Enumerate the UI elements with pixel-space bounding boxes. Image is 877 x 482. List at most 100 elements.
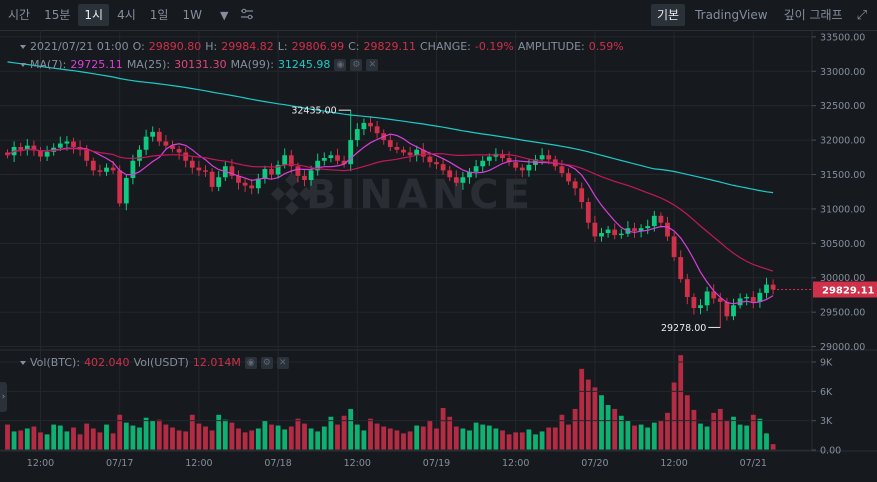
volume-bar — [163, 424, 169, 450]
indicator-settings-icon[interactable]: ⚙ — [350, 58, 363, 71]
close-volume-icon[interactable]: ✕ — [276, 356, 289, 369]
candle-body — [341, 160, 347, 165]
volume-bar — [361, 430, 367, 450]
logo-diamond — [298, 186, 314, 202]
candle-body — [315, 160, 321, 171]
logo-diamond — [284, 172, 300, 188]
volume-bar — [77, 434, 83, 450]
volume-bar — [645, 427, 651, 450]
candle-body — [216, 177, 222, 187]
volume-bar — [453, 426, 459, 450]
volume-bar — [249, 430, 255, 450]
settings-sliders-icon[interactable] — [234, 5, 260, 26]
candle-body — [434, 162, 439, 165]
candle-body — [275, 164, 281, 175]
dropdown-arrow-icon[interactable]: ▼ — [219, 8, 229, 22]
high-value: 29984.82 — [221, 40, 274, 53]
volume-bar — [11, 431, 17, 450]
volume-bar — [381, 426, 387, 450]
price-chart[interactable]: BINANCE 33500.00 33000.00 32500.00 32000.00 3… — [0, 30, 877, 482]
volume-bar — [698, 423, 703, 450]
side-panel-toggle[interactable]: › — [0, 382, 7, 412]
candle-body — [592, 222, 598, 237]
volume-bar — [434, 428, 439, 450]
volume-bar — [295, 418, 301, 450]
volume-bar — [724, 420, 730, 450]
candle-body — [137, 149, 142, 161]
candle-body — [236, 175, 241, 183]
ma99-label: MA(99): — [230, 58, 274, 71]
volume-bar — [97, 432, 103, 450]
price-tick-label: 33500.00 — [820, 32, 865, 43]
candle-body — [645, 226, 651, 229]
collapse-arrow-icon[interactable] — [20, 62, 26, 67]
volume-bar — [308, 428, 314, 450]
volume-bar — [691, 409, 697, 450]
volume-bar — [24, 428, 30, 450]
amplitude-value: 0.59% — [588, 40, 624, 53]
price-tick-label: 31500.00 — [820, 170, 865, 181]
candle-body — [295, 166, 301, 176]
low-label: L: — [277, 40, 288, 53]
volume-bar — [196, 423, 202, 450]
time-tick-label: 07/17 — [106, 458, 133, 469]
candle-body — [764, 284, 769, 293]
time-tick-label: 12:00 — [27, 458, 54, 469]
candle-body — [453, 177, 459, 183]
volume-bar — [229, 422, 235, 450]
hide-indicator-icon[interactable]: ◉ — [334, 58, 347, 71]
volume-bar — [764, 433, 769, 450]
volume-bar — [612, 408, 618, 450]
ohlc-legend: 2021/07/21 01:00 O: 29890.80 H: 29984.82 L… — [20, 40, 628, 53]
high-annotation: 32435.00 — [291, 106, 336, 117]
collapse-arrow-icon[interactable] — [20, 360, 26, 365]
view-tab[interactable]: 깊이 그래프 — [783, 8, 843, 22]
volume-bar — [117, 414, 123, 450]
interval-tab[interactable]: 1W — [182, 8, 202, 22]
candle-body — [249, 185, 255, 189]
volume-bar — [638, 424, 644, 450]
candle-body — [5, 152, 10, 156]
volume-bar — [150, 420, 156, 450]
volume-bar — [242, 432, 248, 450]
collapse-arrow-icon[interactable] — [20, 44, 26, 49]
candle-body — [506, 158, 512, 163]
volume-bar — [84, 423, 90, 450]
hide-volume-icon[interactable]: ◉ — [244, 356, 257, 369]
open-value: 29890.80 — [148, 40, 202, 53]
volume-bar — [678, 355, 684, 450]
volume-bar — [533, 434, 538, 450]
interval-tab[interactable]: 1일 — [149, 8, 169, 22]
interval-label: 시간 — [8, 8, 31, 22]
volume-tick-label: 6K — [820, 387, 833, 398]
interval-tab[interactable]: 1시 — [78, 4, 110, 26]
time-tick-label: 12:00 — [185, 458, 212, 469]
volume-bar — [711, 412, 717, 450]
candle-body — [698, 305, 703, 309]
volume-bar — [176, 430, 182, 450]
interval-tab[interactable]: 4시 — [117, 8, 136, 22]
interval-tab[interactable]: 15분 — [44, 8, 71, 22]
volume-bar — [354, 424, 360, 450]
vol-usdt-label: Vol(USDT) — [133, 356, 189, 369]
candle-body — [684, 279, 690, 298]
volume-bar — [275, 425, 281, 450]
view-tab[interactable]: TradingView — [695, 8, 768, 22]
volume-legend: Vol(BTC): 402.040 Vol(USDT) 12.014M ◉ ⚙ ✕ — [20, 356, 293, 369]
ma99-line — [7, 61, 774, 194]
volume-bar — [130, 425, 136, 450]
price-tick-label: 31000.00 — [820, 204, 865, 215]
time-tick-label: 07/18 — [264, 458, 291, 469]
candle-body — [605, 229, 611, 234]
close-indicator-icon[interactable]: ✕ — [366, 58, 379, 71]
fullscreen-icon[interactable]: ⤢ — [856, 7, 867, 23]
candle-body — [117, 170, 123, 204]
volume-settings-icon[interactable]: ⚙ — [260, 356, 273, 369]
view-tab[interactable]: 기본 — [650, 4, 686, 26]
time-tick-label: 12:00 — [502, 458, 529, 469]
volume-bar — [592, 387, 598, 450]
volume-bar — [757, 418, 763, 450]
volume-bar — [572, 408, 578, 450]
time-tick-label: 07/19 — [423, 458, 450, 469]
volume-bar — [110, 433, 116, 450]
